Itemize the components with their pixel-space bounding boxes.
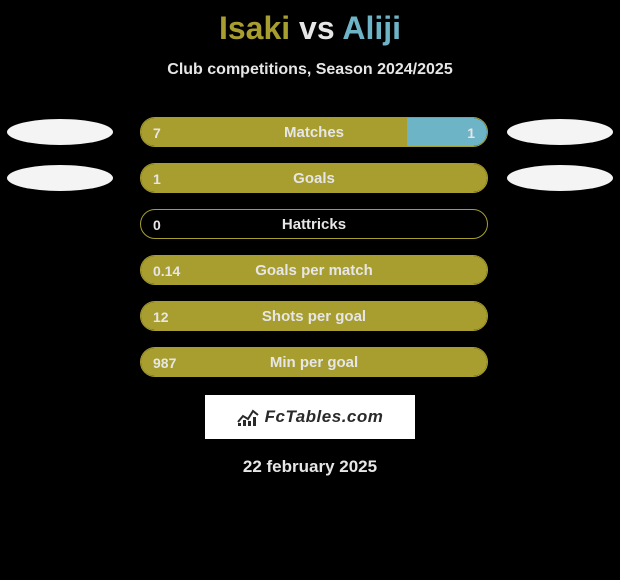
- player1-ellipse: [7, 119, 113, 145]
- player1-ellipse: [7, 165, 113, 191]
- stats-list: 71Matches 1Goals 0Hattricks 0.14Goals per m…: [0, 117, 620, 377]
- stat-bar: 71Matches: [140, 117, 488, 147]
- stat-bar: 987Min per goal: [140, 347, 488, 377]
- stat-label: Goals: [141, 164, 487, 193]
- comparison-card: Isaki vs Aliji Club competitions, Season…: [0, 0, 620, 580]
- stat-row: 987Min per goal: [0, 347, 620, 377]
- stat-label: Goals per match: [141, 256, 487, 285]
- stat-label: Hattricks: [141, 210, 487, 239]
- stat-row: 71Matches: [0, 117, 620, 147]
- stat-row: 0.14Goals per match: [0, 255, 620, 285]
- subtitle: Club competitions, Season 2024/2025: [0, 61, 620, 79]
- player2-ellipse: [507, 119, 613, 145]
- stat-label: Shots per goal: [141, 302, 487, 331]
- stat-bar: 0Hattricks: [140, 209, 488, 239]
- vs-separator: vs: [290, 10, 342, 46]
- stat-row: 12Shots per goal: [0, 301, 620, 331]
- player1-name: Isaki: [219, 10, 290, 46]
- player2-ellipse: [507, 165, 613, 191]
- logo-text: FcTables.com: [265, 407, 384, 427]
- stat-bar: 0.14Goals per match: [140, 255, 488, 285]
- date-label: 22 february 2025: [0, 457, 620, 477]
- site-logo[interactable]: FcTables.com: [205, 395, 415, 439]
- stat-bar: 1Goals: [140, 163, 488, 193]
- stat-row: 0Hattricks: [0, 209, 620, 239]
- stat-label: Matches: [141, 118, 487, 147]
- page-title: Isaki vs Aliji: [0, 0, 620, 47]
- chart-icon: [237, 408, 259, 426]
- stat-row: 1Goals: [0, 163, 620, 193]
- player2-name: Aliji: [342, 10, 401, 46]
- stat-label: Min per goal: [141, 348, 487, 377]
- stat-bar: 12Shots per goal: [140, 301, 488, 331]
